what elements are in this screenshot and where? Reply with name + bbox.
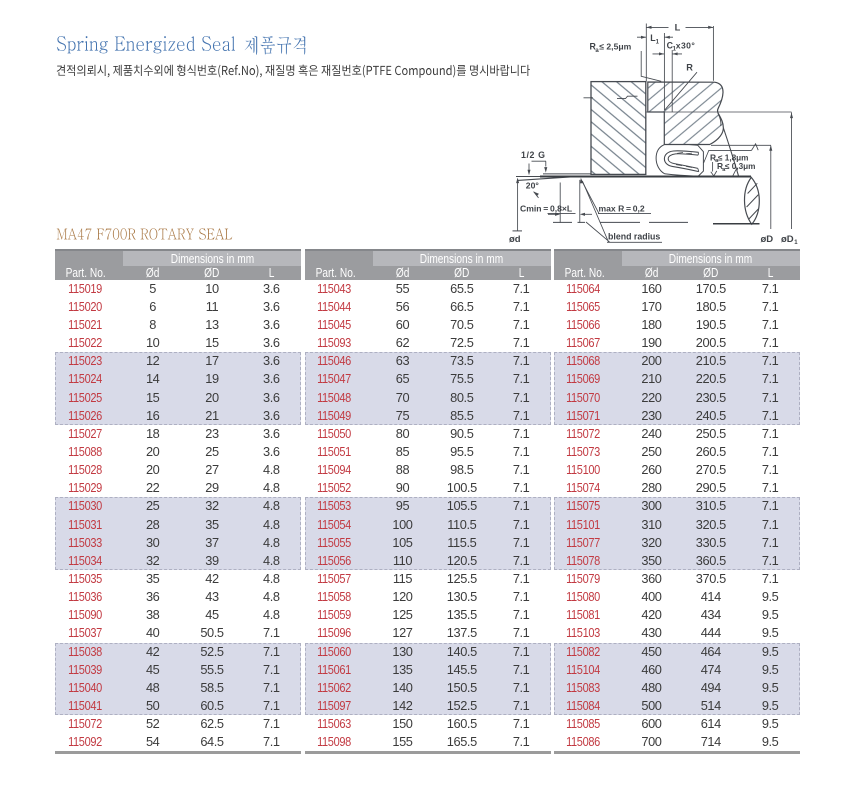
svg-text:C: C xyxy=(667,40,674,50)
svg-text:L: L xyxy=(650,33,656,43)
svg-text:20°: 20° xyxy=(526,180,540,190)
svg-text:øD: øD xyxy=(781,234,794,245)
svg-text:1: 1 xyxy=(656,39,660,45)
svg-text:a: a xyxy=(722,167,726,173)
svg-text:a: a xyxy=(595,48,599,54)
svg-text:R: R xyxy=(590,42,597,52)
svg-text:L: L xyxy=(675,23,681,33)
svg-text:≤ 0,3μm: ≤ 0,3μm xyxy=(725,162,755,171)
svg-text:øD: øD xyxy=(761,234,774,245)
svg-text:R: R xyxy=(710,152,716,162)
svg-text:R: R xyxy=(717,161,723,171)
svg-text:x30°: x30° xyxy=(676,40,696,50)
svg-text:a: a xyxy=(715,158,719,164)
svg-text:≤ 2,5μm: ≤ 2,5μm xyxy=(599,42,631,52)
svg-text:1/2 G: 1/2 G xyxy=(521,150,546,160)
svg-text:max R = 0,2: max R = 0,2 xyxy=(599,203,645,213)
svg-text:1: 1 xyxy=(673,47,677,53)
svg-text:≤ 1,8μm: ≤ 1,8μm xyxy=(718,153,748,162)
svg-text:blend radius: blend radius xyxy=(608,232,660,242)
svg-text:Cmin = 0,8×L: Cmin = 0,8×L xyxy=(520,203,572,213)
svg-text:ød: ød xyxy=(509,234,521,245)
svg-text:1: 1 xyxy=(794,240,798,246)
svg-text:R: R xyxy=(686,62,693,72)
